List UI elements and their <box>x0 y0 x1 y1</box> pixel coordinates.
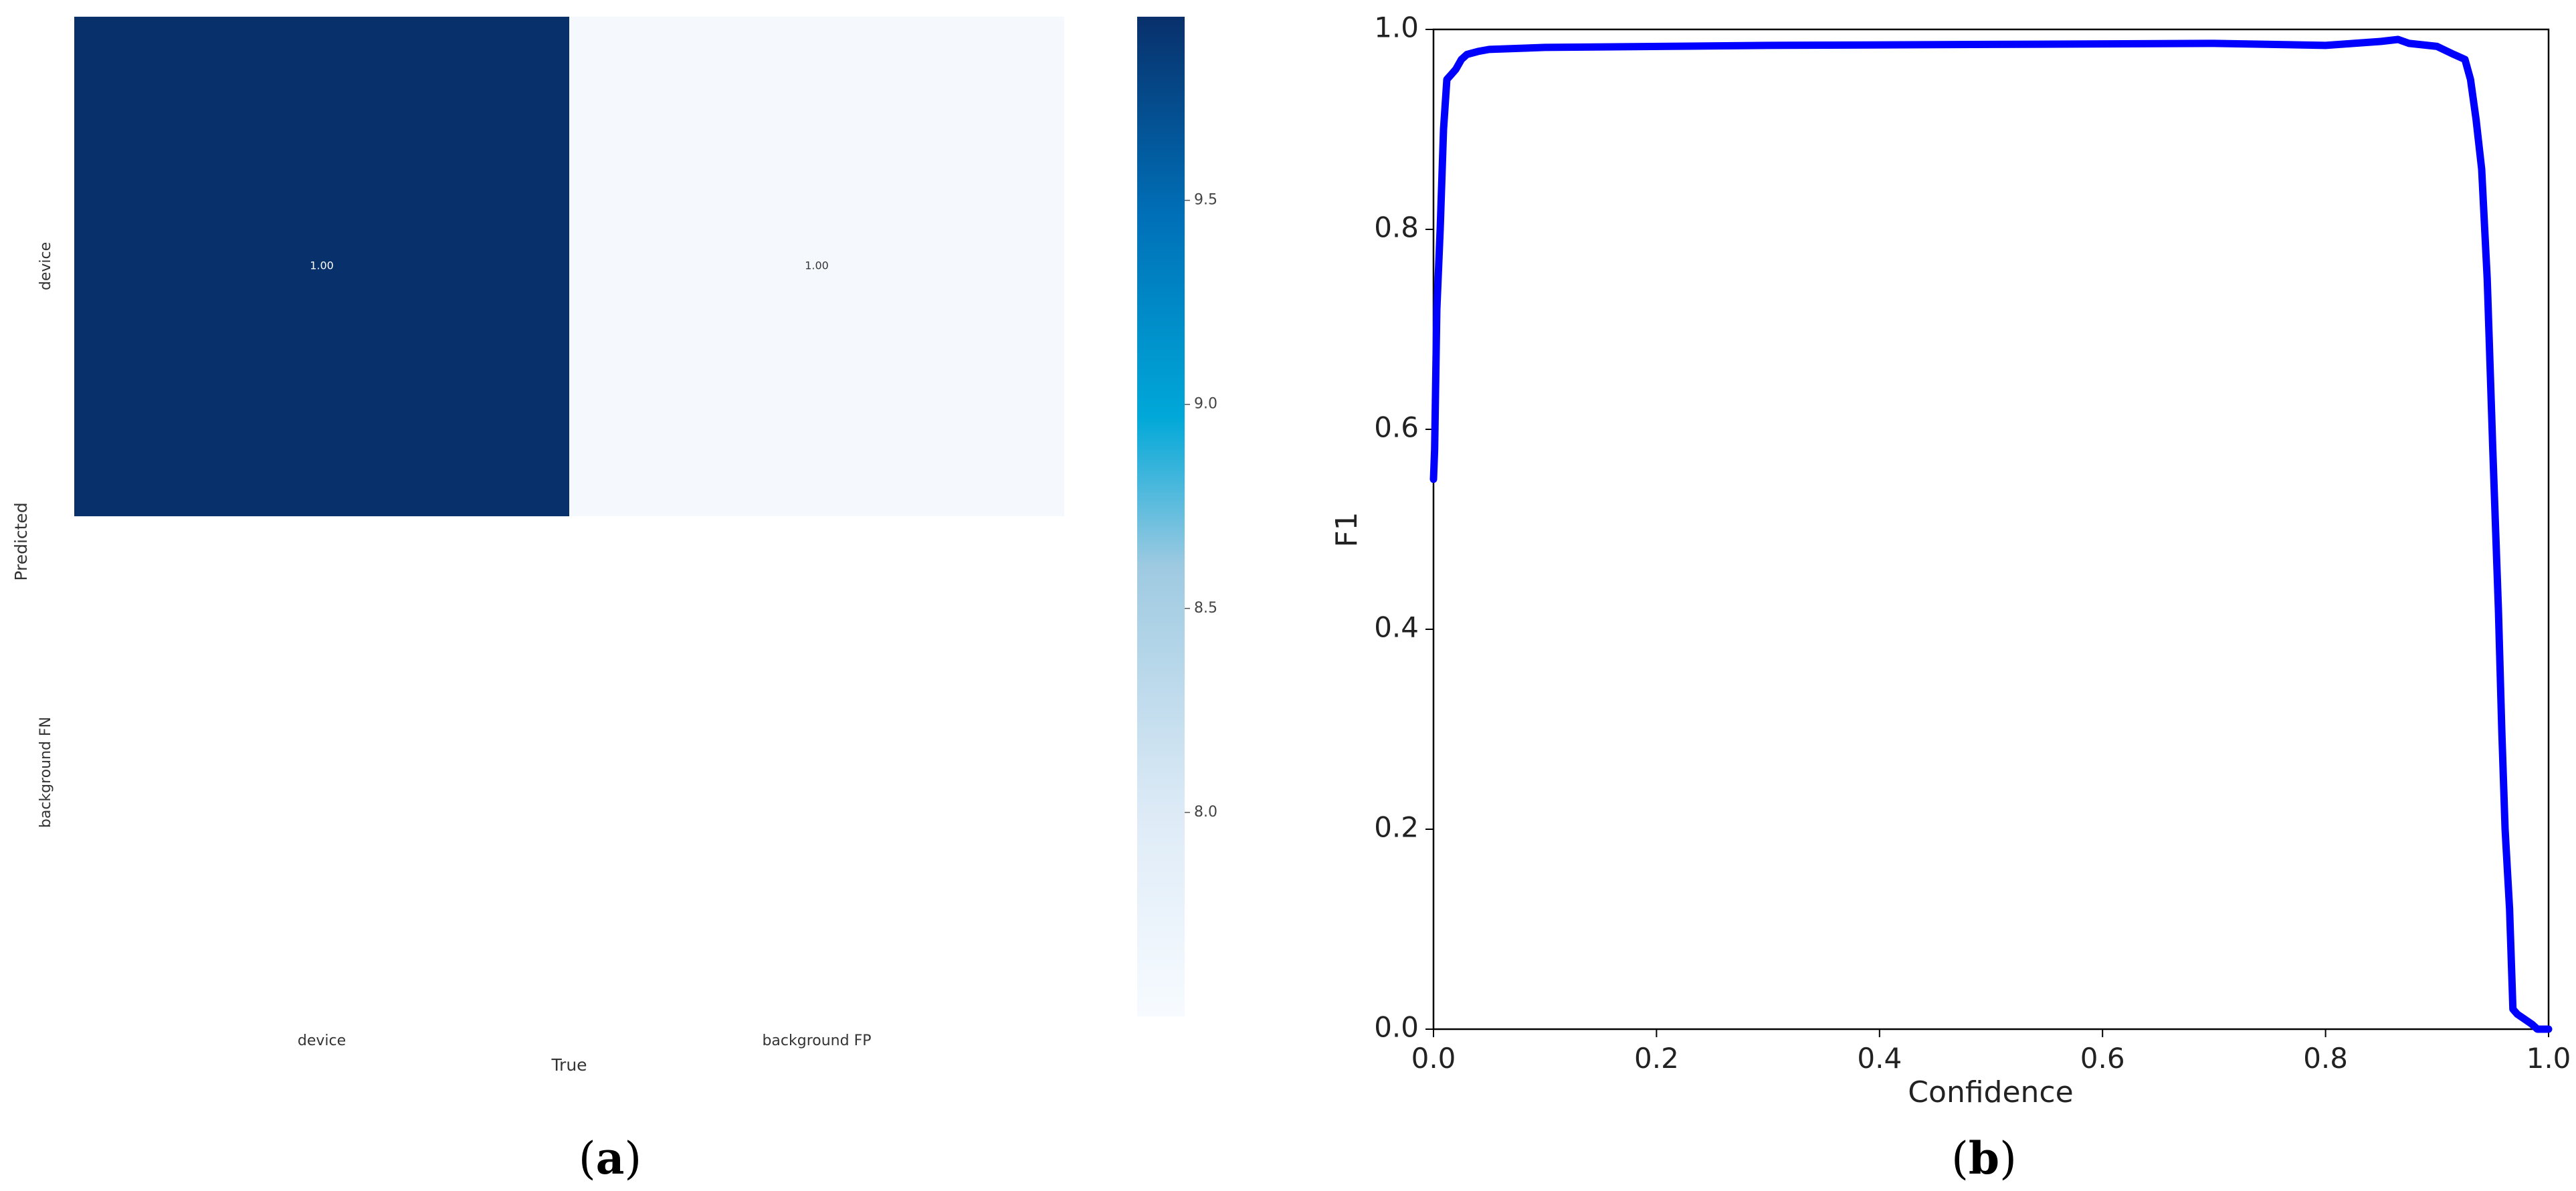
colorbar-ticks: 8.0 8.5 9.0 9.5 <box>1185 192 1217 821</box>
plot-frame <box>1432 28 2550 1031</box>
y-tick-label: 0.4 <box>1374 611 1419 644</box>
heatmap-x-tick-label: device <box>298 1033 346 1049</box>
heatmap-cell-label-device-device: 1.00 <box>310 259 334 272</box>
colorbar-tick-label: 8.0 <box>1194 804 1217 821</box>
x-tick-label: 1.0 <box>2527 1042 2571 1075</box>
x-tick-label: 0.6 <box>2080 1042 2125 1075</box>
heatmap-cell-device-background-fp <box>569 17 1064 516</box>
heatmap-y-tick-label: background FN <box>37 717 54 828</box>
y-tick-label: 0.6 <box>1374 411 1419 444</box>
panel-a-caption: (a) <box>579 1132 641 1184</box>
colorbar <box>1137 17 1185 1016</box>
heatmap-y-axis-label: Predicted <box>11 502 31 580</box>
colorbar-tick-label: 9.0 <box>1194 396 1217 413</box>
heatmap-x-tick-label: background FP <box>762 1033 871 1049</box>
y-tick-label: 0.2 <box>1374 811 1419 844</box>
heatmap-cell-label-device-background-fp: 1.00 <box>805 259 829 272</box>
y-tick-label: 0.0 <box>1374 1011 1419 1044</box>
panel-b-caption: (b) <box>1951 1132 2017 1184</box>
heatmap-cell-device-device <box>74 17 569 516</box>
confusion-matrix: 1.00 1.00 Predicted device background FN… <box>11 17 1217 1075</box>
y-tick-label: 1.0 <box>1374 11 1419 44</box>
colorbar-tick-label: 9.5 <box>1194 192 1217 209</box>
y-axis-label: F1 <box>1330 512 1364 547</box>
x-tick-label: 0.8 <box>2303 1042 2348 1075</box>
x-axis-ticks: 0.0 0.2 0.4 0.6 0.8 1.0 <box>1411 1029 2571 1075</box>
y-axis-ticks: 0.0 0.2 0.4 0.6 0.8 1.0 <box>1374 11 1433 1044</box>
heatmap-x-axis-label: True <box>551 1055 587 1075</box>
x-axis-label: Confidence <box>1908 1075 2073 1109</box>
x-tick-label: 0.2 <box>1634 1042 1679 1075</box>
x-tick-label: 0.0 <box>1411 1042 1456 1075</box>
x-tick-label: 0.4 <box>1857 1042 1902 1075</box>
heatmap-y-tick-label: device <box>37 242 54 290</box>
f1-series-line <box>1429 35 2553 1033</box>
colorbar-tick-label: 8.5 <box>1194 600 1217 617</box>
f1-curve-chart: 0.0 0.2 0.4 0.6 0.8 1.0 0.0 0.2 0.4 0.6 0.8 1.0 Co… <box>1330 11 2571 1110</box>
y-tick-label: 0.8 <box>1374 211 1419 244</box>
